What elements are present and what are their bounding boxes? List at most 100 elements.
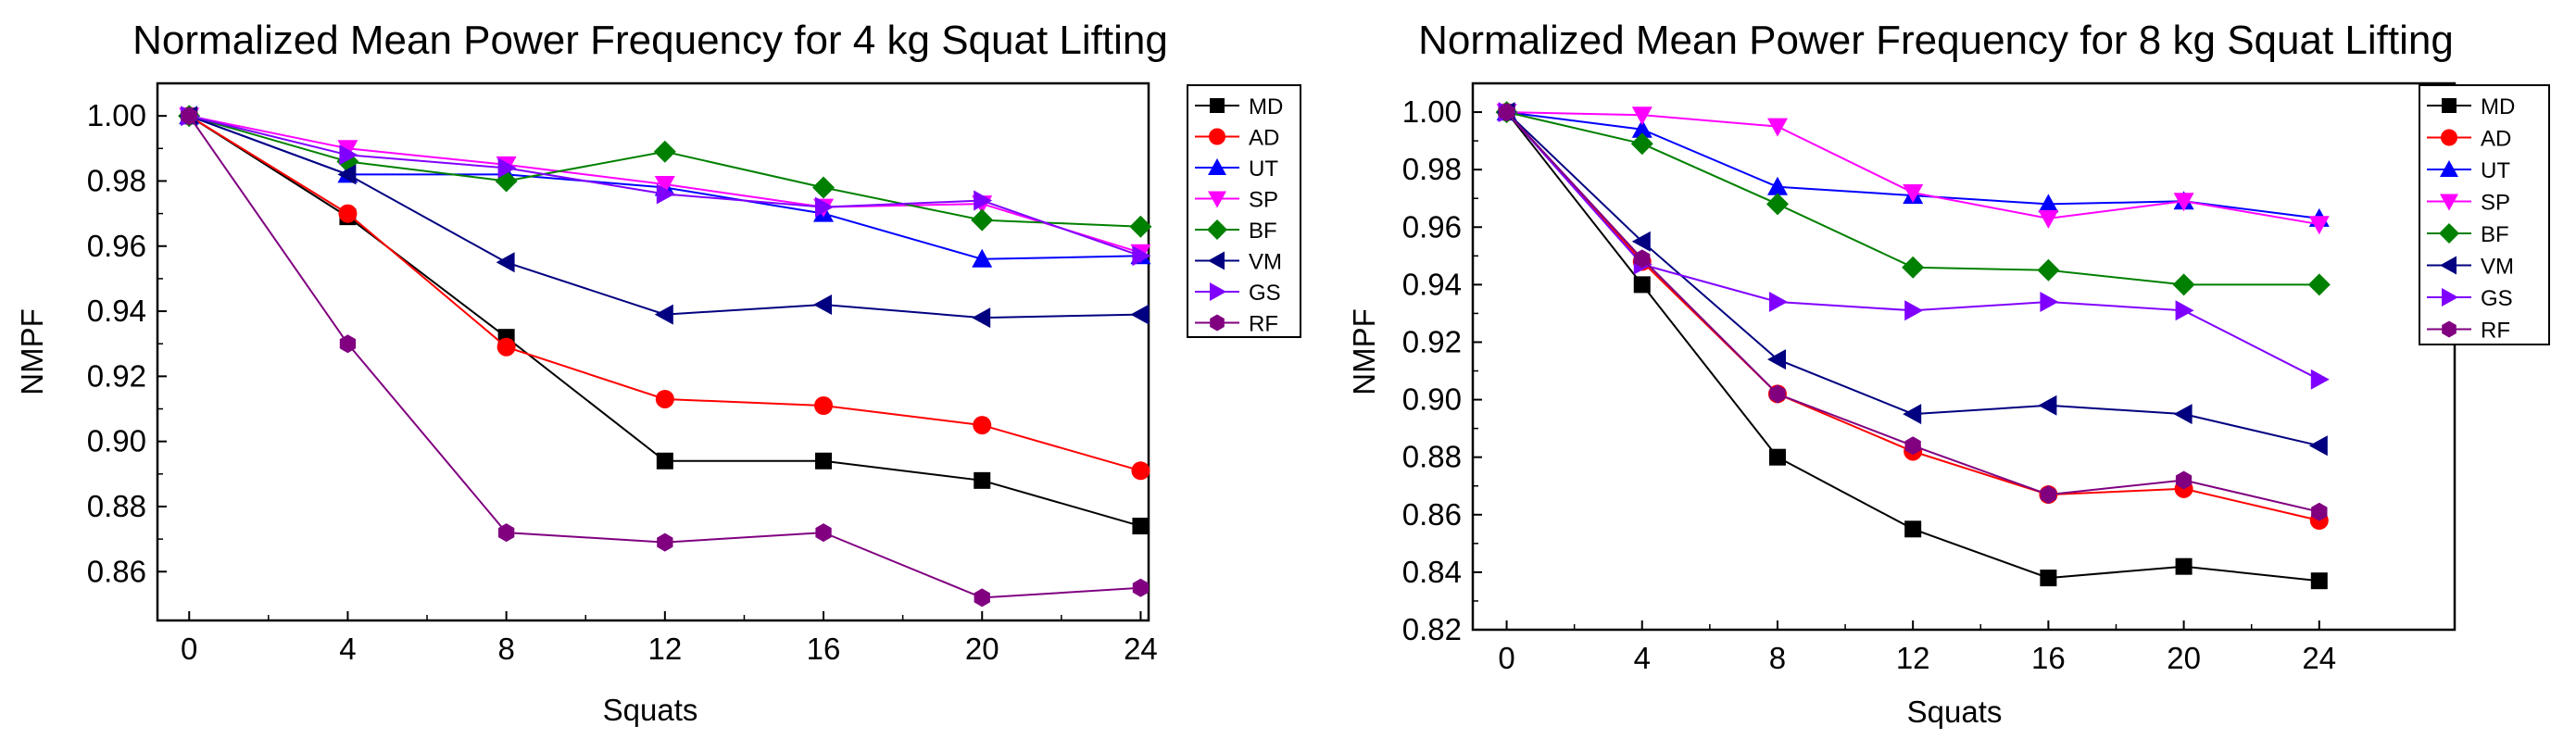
legend-label: MD — [1249, 94, 1283, 119]
series-vm — [179, 106, 1150, 329]
series-md — [1498, 104, 2328, 590]
x-tick-label: 16 — [2031, 641, 2066, 675]
data-point — [1903, 404, 1922, 425]
legend-label: UT — [2481, 158, 2510, 183]
legend-marker — [2442, 98, 2457, 113]
data-point — [973, 416, 992, 435]
x-tick-label: 12 — [1896, 641, 1930, 675]
legend-marker — [2441, 129, 2457, 146]
data-point — [337, 164, 357, 185]
legend-marker — [2442, 320, 2457, 338]
y-tick-label: 0.82 — [1402, 612, 1462, 646]
y-axis: 0.82 0.84 0.86 0.88 0.90 0.92 0.94 0.96 0.98 1.00 — [1402, 94, 1482, 646]
data-point — [2308, 216, 2330, 235]
legend-marker — [2440, 160, 2458, 177]
data-point — [1130, 304, 1150, 325]
legend-label: UT — [1249, 157, 1278, 182]
data-point — [2310, 572, 2328, 590]
legend-marker — [2442, 288, 2458, 307]
data-point — [1903, 184, 1924, 203]
y-tick-label: 0.86 — [1402, 497, 1462, 532]
data-point — [181, 106, 197, 126]
series-ad — [180, 106, 1150, 481]
data-point — [1131, 461, 1150, 481]
data-point — [2040, 292, 2059, 312]
data-point — [1498, 103, 1515, 122]
y-tick-label: 1.00 — [87, 98, 146, 132]
x-tick-label: 4 — [339, 632, 356, 666]
legend-marker — [1208, 251, 1225, 270]
legend-marker — [1210, 314, 1225, 332]
series-ut — [1496, 102, 2330, 227]
legend-item-rf: RF — [1195, 312, 1278, 337]
series-ad — [1497, 103, 2329, 530]
data-point — [2172, 273, 2195, 296]
data-point — [498, 523, 515, 543]
data-point — [971, 208, 994, 232]
data-point — [339, 334, 357, 354]
data-point — [814, 396, 834, 415]
legend: MD AD UT SP BF VM GS RF — [2419, 84, 2550, 345]
chart-title: Normalized Mean Power Frequency for 4 kg… — [132, 18, 1168, 63]
legend-item-rf: RF — [2427, 319, 2510, 344]
x-axis: 0 4 8 12 16 20 24 — [181, 611, 1158, 666]
y-tick-label: 0.88 — [1402, 440, 1462, 474]
legend-item-ut: UT — [2427, 158, 2510, 183]
data-point — [1767, 176, 1788, 195]
data-point — [1769, 292, 1788, 312]
data-point — [496, 252, 515, 273]
series-bf — [178, 105, 1152, 238]
legend-label: GS — [2481, 286, 2513, 311]
y-tick-label: 0.90 — [1402, 382, 1462, 417]
series-rf — [1498, 103, 2328, 521]
y-tick-label: 0.88 — [87, 489, 146, 523]
legend-marker — [1210, 98, 1225, 113]
data-point — [1904, 520, 1922, 538]
legend-label: MD — [2481, 94, 2515, 119]
data-point — [815, 452, 833, 470]
y-tick-label: 1.00 — [1402, 94, 1462, 129]
legend-label: RF — [2481, 319, 2510, 344]
data-point — [1769, 384, 1786, 404]
y-tick-label: 0.90 — [87, 424, 146, 458]
data-point — [1631, 106, 1652, 126]
data-point — [2175, 300, 2194, 321]
series-md — [181, 107, 1150, 535]
legend-label: AD — [1249, 126, 1279, 151]
legend-marker — [2439, 223, 2459, 244]
plot-area — [1471, 81, 2457, 632]
data-point — [2311, 502, 2328, 521]
series-layer — [1495, 101, 2331, 590]
legend-label: SP — [2481, 191, 2510, 216]
data-point — [2037, 258, 2060, 282]
plot-area — [156, 81, 1150, 622]
data-point — [2175, 557, 2193, 575]
x-tick-label: 4 — [1634, 641, 1651, 675]
x-tick-label: 12 — [647, 632, 682, 666]
y-tick-label: 0.84 — [1402, 555, 1462, 589]
y-tick-label: 0.94 — [1402, 267, 1462, 301]
legend-item-md: MD — [1195, 94, 1283, 119]
x-tick-label: 8 — [1769, 641, 1786, 675]
series-sp — [179, 107, 1151, 263]
x-axis: 0 4 8 12 16 20 24 — [1498, 620, 2336, 675]
data-point — [2038, 194, 2059, 213]
data-point — [2175, 470, 2193, 490]
data-point — [656, 183, 675, 205]
data-point — [812, 176, 835, 199]
data-point — [1132, 245, 1151, 267]
y-tick-label: 0.86 — [87, 554, 146, 588]
data-point — [2040, 570, 2057, 587]
data-point — [1767, 118, 1788, 137]
legend-marker — [1208, 158, 1226, 175]
y-tick-label: 0.98 — [1402, 152, 1462, 186]
data-point — [654, 176, 675, 194]
data-point — [972, 307, 991, 329]
series-line — [188, 115, 1141, 228]
legend-item-vm: VM — [1195, 250, 1282, 275]
legend-marker — [2440, 194, 2458, 211]
data-point — [2308, 435, 2328, 457]
data-point — [653, 140, 676, 163]
series-gs — [1498, 102, 2330, 390]
